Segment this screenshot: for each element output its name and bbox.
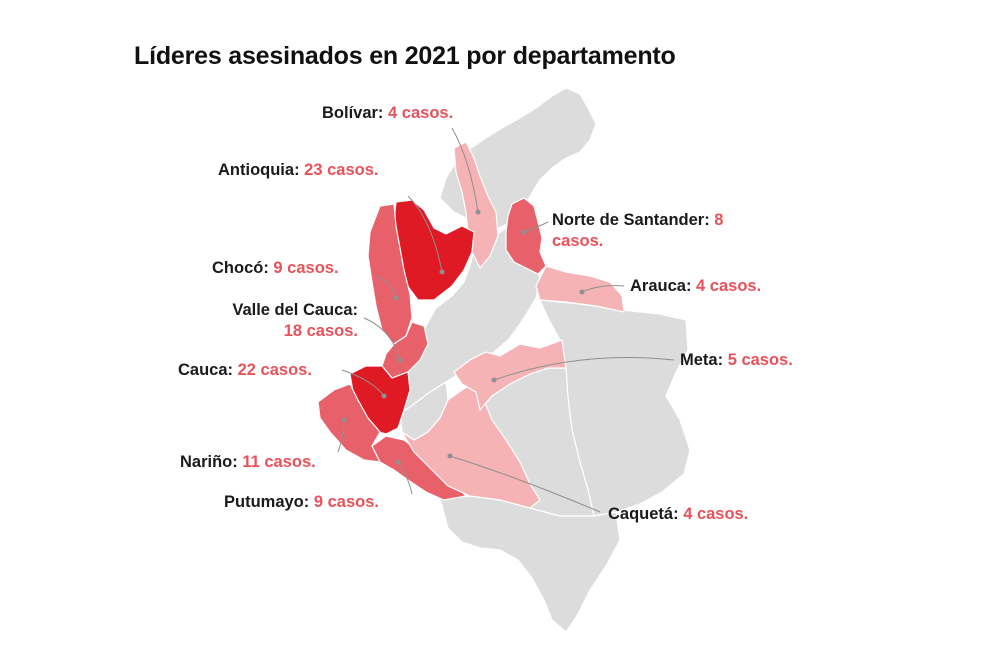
dept-arauca[interactable] xyxy=(535,265,625,313)
leader-lines xyxy=(337,127,675,513)
label-choco: Chocó: 9 casos. xyxy=(212,258,339,279)
label-bolivar: Bolívar: 4 casos. xyxy=(322,103,453,124)
leader-dot-cauca xyxy=(381,393,387,399)
leader-line-antioquia xyxy=(407,195,443,273)
leader-dot-arauca xyxy=(579,289,585,295)
label-antioquia-name: Antioquia: xyxy=(218,161,300,179)
label-meta-value: 5 casos. xyxy=(727,351,793,369)
label-putumayo: Putumayo: 9 casos. xyxy=(224,492,379,513)
leader-line-caqueta xyxy=(449,455,601,513)
leader-dot-caqueta xyxy=(447,453,453,459)
dept-putumayo[interactable] xyxy=(371,435,468,501)
leader-line-narino xyxy=(337,419,345,453)
leader-line-choco xyxy=(375,275,397,299)
leader-line-putumayo xyxy=(397,461,413,495)
label-narino: Nariño: 11 casos. xyxy=(180,452,316,473)
label-choco-name: Chocó: xyxy=(212,259,269,277)
label-antioquia: Antioquia: 23 casos. xyxy=(218,160,378,181)
label-bolivar-value: 4 casos. xyxy=(388,104,454,122)
highlighted-departments xyxy=(317,141,625,509)
leader-line-cauca xyxy=(341,369,385,397)
label-antioquia-value: 23 casos. xyxy=(304,161,379,179)
label-caqueta: Caquetá: 4 casos. xyxy=(608,504,748,525)
label-narino-value: 11 casos. xyxy=(242,453,316,471)
leader-dot-narino xyxy=(341,417,347,423)
label-putumayo-name: Putumayo: xyxy=(224,493,310,511)
leader-line-meta xyxy=(493,357,675,381)
leader-dot-norte-santander xyxy=(521,229,527,235)
leader-dot-choco xyxy=(393,295,399,301)
label-arauca-name: Arauca: xyxy=(630,277,692,295)
label-cauca-name: Cauca: xyxy=(178,361,234,379)
leader-dot-meta xyxy=(491,377,497,383)
label-caqueta-name: Caquetá: xyxy=(608,505,679,523)
label-valle-value: 18 casos. xyxy=(283,322,358,341)
leader-dot-valle xyxy=(397,357,403,363)
label-valle-name: Valle del Cauca: xyxy=(232,301,358,319)
label-norte-santander-value-line2: casos. xyxy=(552,232,604,251)
label-meta-name: Meta: xyxy=(680,351,724,369)
label-caqueta-value: 4 casos. xyxy=(683,505,749,523)
dept-valle[interactable] xyxy=(381,321,429,379)
label-bolivar-name: Bolívar: xyxy=(322,104,384,122)
dept-caqueta[interactable] xyxy=(401,379,541,509)
label-arauca-value: 4 casos. xyxy=(696,277,762,295)
label-cauca-value: 22 casos. xyxy=(237,361,312,379)
leader-line-arauca xyxy=(581,285,625,293)
dept-norte-santander[interactable] xyxy=(505,197,547,275)
label-norte-santander-name: Norte de Santander: xyxy=(552,211,710,229)
label-norte-santander: Norte de Santander: 8 casos. xyxy=(552,210,723,253)
leader-dot-antioquia xyxy=(439,269,445,275)
label-arauca: Arauca: 4 casos. xyxy=(630,276,761,297)
country-base xyxy=(391,87,691,633)
label-cauca: Cauca: 22 casos. xyxy=(178,360,312,381)
label-meta: Meta: 5 casos. xyxy=(680,350,793,371)
label-choco-value: 9 casos. xyxy=(273,259,339,277)
label-putumayo-value: 9 casos. xyxy=(313,493,379,511)
label-norte-santander-value: 8 xyxy=(714,211,724,229)
dept-bolivar[interactable] xyxy=(453,141,499,270)
leader-dot-bolivar xyxy=(475,209,481,215)
label-valle: Valle del Cauca: 18 casos. xyxy=(198,300,358,343)
leader-line-valle xyxy=(363,317,401,361)
leader-dot-putumayo xyxy=(395,459,401,465)
leader-line-bolivar xyxy=(451,127,479,213)
map-title: Líderes asesinados en 2021 por departame… xyxy=(134,42,676,70)
label-narino-name: Nariño: xyxy=(180,453,238,471)
